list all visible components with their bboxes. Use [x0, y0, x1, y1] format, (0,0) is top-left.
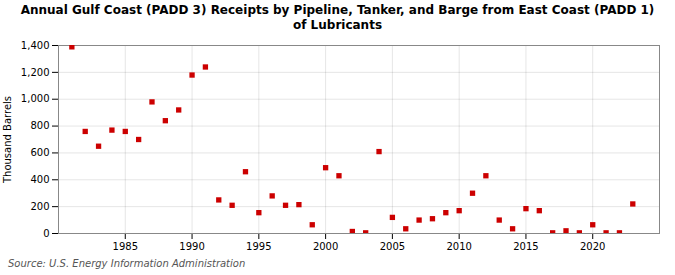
svg-text:1990: 1990: [179, 241, 204, 252]
svg-text:2005: 2005: [380, 241, 405, 252]
html-text:Source: U.S. Energy Informatio: Source: U.S. Energy Information Administ…: [8, 258, 246, 269]
html-text:Annual Gulf Coast (PADD 3) Rec: Annual Gulf Coast (PADD 3) Receipts by P…: [20, 3, 655, 32]
svg-text:200: 200: [30, 201, 49, 212]
svg-text:1995: 1995: [246, 241, 271, 252]
svg-text:2015: 2015: [513, 241, 538, 252]
svg-text:2020: 2020: [580, 241, 605, 252]
svg-text:0: 0: [43, 228, 49, 239]
svg-text:1,200: 1,200: [21, 67, 50, 78]
svg-text:1985: 1985: [113, 241, 138, 252]
svg-text:2000: 2000: [313, 241, 338, 252]
svg-text:Thousand Barrels: Thousand Barrels: [2, 96, 13, 184]
svg-text:1,400: 1,400: [21, 40, 50, 51]
svg-text:2010: 2010: [446, 241, 471, 252]
svg-text:800: 800: [30, 120, 49, 131]
svg-text:400: 400: [30, 174, 49, 185]
svg-text:600: 600: [30, 147, 49, 158]
svg-text:1,000: 1,000: [21, 93, 50, 104]
